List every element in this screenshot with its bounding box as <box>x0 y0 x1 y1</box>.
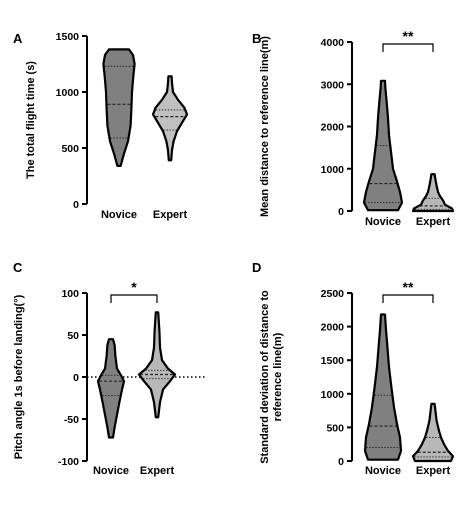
significance-bracket <box>382 294 434 303</box>
y-tick-label: 100 <box>61 288 79 300</box>
category-label: Novice <box>101 209 137 221</box>
panel-letter-d: D <box>252 260 261 275</box>
significance-marker: ** <box>403 279 414 295</box>
y-axis-title: Mean distance to reference line(m) <box>259 36 271 217</box>
y-tick-label: 1500 <box>321 355 345 367</box>
panel-letter-c: C <box>13 260 23 275</box>
y-tick-label: 3000 <box>321 79 345 91</box>
y-axis-title: Standard deviation of distance to <box>259 290 271 464</box>
y-axis-title: Pitch angle 1s before landing(°) <box>13 294 25 459</box>
category-label: Novice <box>93 465 129 477</box>
y-tick-label: 2000 <box>321 322 345 334</box>
y-tick-label: 1500 <box>56 31 80 43</box>
y-tick-label: 2000 <box>321 122 345 134</box>
violin-expert <box>137 311 177 419</box>
y-tick-label: 1000 <box>321 389 345 401</box>
y-tick-label: 0 <box>73 372 79 384</box>
y-tick-label: 4000 <box>321 37 345 49</box>
panel-b: B 0 1000 2000 3000 4000 Mean distance to refe… <box>252 28 455 228</box>
y-axis-title: reference line(m) <box>272 332 284 421</box>
y-tick-label: 1000 <box>321 164 345 176</box>
violin-novice <box>102 48 136 167</box>
category-label: Expert <box>416 216 451 228</box>
panel-letter-a: A <box>13 31 23 46</box>
violin-expert <box>411 173 455 213</box>
y-tick-label: 2500 <box>321 288 345 300</box>
y-tick-label: 0 <box>338 456 344 468</box>
significance-bracket <box>382 43 434 52</box>
violin-expert <box>411 402 455 463</box>
violin-expert <box>151 75 189 162</box>
category-label: Expert <box>416 465 451 477</box>
y-tick-label: 0 <box>338 206 344 218</box>
category-label: Novice <box>365 465 401 477</box>
y-tick-label: 0 <box>73 199 79 211</box>
violin-novice <box>363 313 403 461</box>
y-tick-label: -50 <box>64 414 79 426</box>
panel-a: A 0 500 1000 1500 The total flight time (s) N… <box>13 31 189 221</box>
violin-novice <box>96 338 126 439</box>
y-tick-label: 1000 <box>56 87 80 99</box>
category-label: Expert <box>153 209 188 221</box>
category-label: Expert <box>140 465 175 477</box>
y-tick-label: 50 <box>67 330 79 342</box>
significance-marker: ** <box>403 28 414 44</box>
panel-d: D 0 500 1000 1500 2000 2500 Standard deviation… <box>252 260 455 477</box>
panel-c: C -100 -50 0 50 100 Pitch angle 1s before lan… <box>13 260 207 477</box>
category-label: Novice <box>365 216 401 228</box>
significance-bracket <box>110 294 158 303</box>
y-tick-label: -100 <box>58 456 79 468</box>
y-axis-title: The total flight time (s) <box>25 61 37 179</box>
panel-letter-b: B <box>252 31 261 46</box>
significance-marker: * <box>131 279 137 295</box>
y-tick-label: 500 <box>61 143 79 155</box>
y-tick-label: 500 <box>326 422 344 434</box>
